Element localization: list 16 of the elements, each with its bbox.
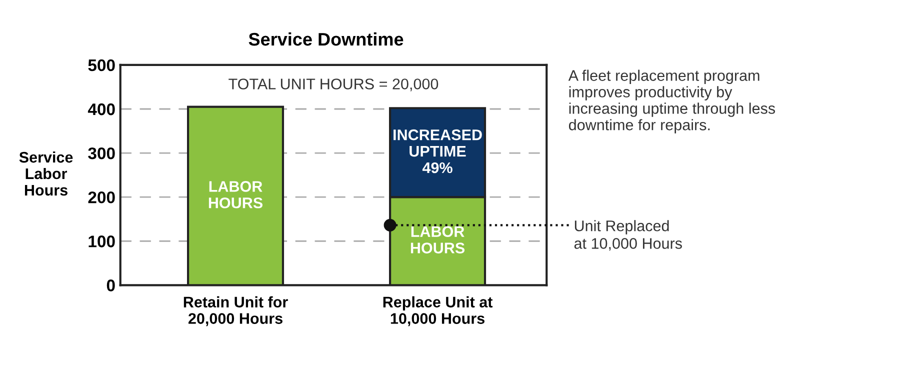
y-tick-label: 400 — [88, 103, 115, 116]
y-tick-label: 0 — [106, 280, 115, 292]
y-tick-label: 500 — [88, 59, 115, 72]
text: Unit Replaced at 10,000 Hours — [574, 220, 682, 251]
y-tick-label: 100 — [88, 236, 115, 248]
x-tick-label: Retain Unit for 20,000 Hours — [184, 296, 288, 326]
annotation: TOTAL UNIT HOURS = 20,000 — [228, 78, 438, 92]
data-label: LABOR HOURS — [410, 226, 465, 254]
x-tick-label: Replace Unit at 10,000 Hours — [383, 296, 493, 326]
y-tick-label: 200 — [88, 191, 115, 204]
chart-title: Service Downtime — [248, 32, 404, 46]
text: A fleet replacement program improves productivity by increasing uptime through less downtime for repairs. — [568, 70, 775, 134]
data-label: LABOR HOURS — [208, 181, 263, 208]
data-label: INCREASED UPTIME 49% — [394, 129, 482, 174]
y-axis-title: Service Labor Hours — [19, 151, 73, 196]
y-tick-label: 300 — [88, 147, 115, 160]
